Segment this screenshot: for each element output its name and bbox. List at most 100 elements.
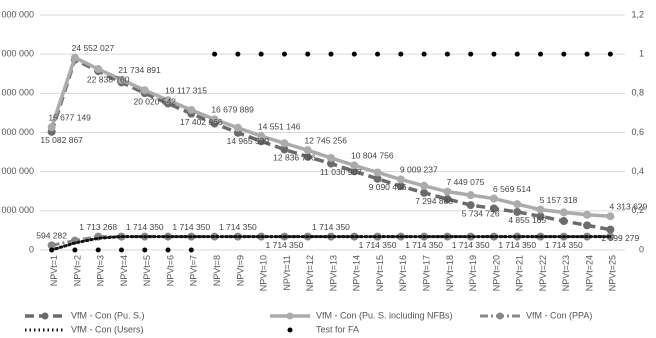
point-marker [188,247,194,253]
data-label: 21 734 891 [118,65,161,75]
data-label: 2 599 279 [601,233,639,243]
point-marker [561,51,567,57]
point-marker [257,132,266,141]
point-marker [396,182,405,191]
point-marker [536,212,545,221]
data-label: 4 855 165 [508,215,546,225]
point-marker [212,51,218,57]
point-marker [373,174,382,183]
point-marker [47,241,56,250]
point-marker [328,51,334,57]
point-marker [398,51,404,57]
data-label: 1 714 350 [545,240,583,250]
y-tick-label: 5 000 000 [0,205,34,215]
data-label: 1 714 350 [266,240,304,250]
point-marker [142,247,148,253]
point-marker [607,51,613,57]
point-marker [559,217,568,226]
x-tick-label: NPVt=7 [189,255,199,286]
y2-tick-label: 0 [639,244,644,254]
y-tick-label: 0 [29,244,34,254]
point-marker [375,51,381,57]
x-tick-label: NPVt=24 [584,255,594,291]
point-marker [350,167,359,176]
y-tick-label: 30 000 000 [0,9,34,19]
point-marker [118,247,124,253]
y-tick-label: 20 000 000 [0,88,34,98]
legend-label: VfM - Con (Pu. S.) [71,310,145,320]
y2-tick-label: 0,8 [631,88,644,98]
legend-marker [41,312,49,320]
data-label: 15 677 149 [48,112,91,122]
point-marker [233,123,242,132]
point-marker [327,153,335,162]
data-label: 7 449 075 [446,177,484,187]
point-marker [94,65,103,74]
x-tick-label: NPVt=23 [561,255,571,291]
data-label: 1 714 350 [498,240,536,250]
point-marker [351,51,357,57]
point-marker [373,168,382,177]
point-marker [489,204,498,213]
y2-tick-label: 0,4 [631,166,644,176]
point-marker [421,51,427,57]
data-label: 9 090 406 [369,182,407,192]
data-label: 12 745 256 [304,135,347,145]
data-label: 1 714 350 [405,240,443,250]
x-tick-label: NPVt=21 [515,255,525,291]
point-marker [466,191,475,200]
x-tick-label: NPVt=20 [491,255,501,291]
x-tick-label: NPVt=12 [305,255,315,291]
data-label: 7 294 888 [415,196,453,206]
y-tick-label: 15 000 000 [0,127,34,137]
x-tick-label: NPVt=22 [538,255,548,291]
point-marker [491,51,497,57]
point-marker [281,51,287,57]
data-label: 9 009 237 [400,165,438,175]
data-label: 4 313 629 [609,201,647,211]
x-tick-label: NPVt=25 [608,255,618,291]
data-label: 11 030 907 [320,167,362,177]
data-label: 1 714 350 [312,222,350,232]
data-label: 19 117 315 [165,85,207,95]
data-label: 17 402 966 [180,117,223,127]
data-label: 1 713 268 [79,222,117,232]
point-marker [583,221,592,230]
point-marker [140,86,149,95]
legend-marker [496,312,504,320]
point-marker [468,51,474,57]
point-marker [72,247,78,253]
point-marker [420,181,429,190]
x-tick-label: NPVt=18 [445,255,455,291]
point-marker [165,247,171,253]
data-label: 24 552 027 [72,43,115,53]
data-label: 1 714 350 [359,240,397,250]
legend-marker [287,327,293,333]
x-tick-label: NPVt=4 [119,255,129,286]
point-marker [305,51,311,57]
point-marker [280,145,289,154]
y2-tick-label: 0,2 [631,205,644,215]
data-label: 10 804 756 [351,151,394,161]
x-tick-label: NPVt=6 [165,255,175,286]
x-tick-label: NPVt=1 [49,255,59,286]
data-label: 1 714 350 [219,222,257,232]
x-tick-label: NPVt=16 [398,255,408,291]
point-marker [466,201,475,210]
data-label: 14 551 146 [258,121,301,131]
point-marker [489,194,498,203]
point-marker [443,187,452,196]
point-marker [396,175,405,184]
data-label: 5 734 726 [462,208,500,218]
x-tick-label: NPVt=2 [72,255,82,286]
data-label: 15 082 867 [40,135,83,145]
point-marker [235,51,241,57]
x-tick-label: NPVt=19 [468,255,478,291]
point-marker [303,152,312,161]
point-marker [280,139,289,148]
x-tick-label: NPVt=17 [421,255,431,291]
point-marker [444,51,450,57]
point-marker [164,96,173,105]
x-tick-label: NPVt=9 [235,255,245,286]
